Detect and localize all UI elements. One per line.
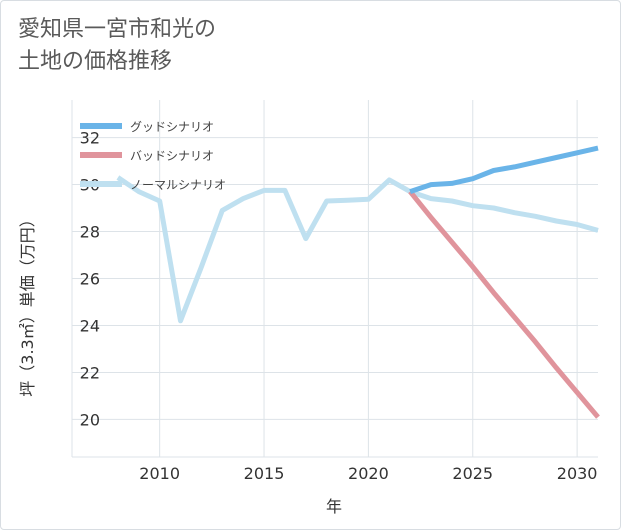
chart-title-line1: 愛知県一宮市和光の (18, 17, 217, 42)
legend-swatch (80, 123, 122, 129)
series-line (409, 145, 599, 194)
y-tick-label: 28 (80, 223, 100, 242)
y-axis-label: 坪（3.3㎡）単価（万円） (18, 211, 37, 396)
x-tick-label: 2010 (139, 464, 180, 483)
y-tick-label: 32 (80, 129, 100, 148)
x-tick-label: 2030 (557, 464, 598, 483)
x-tick-label: 2020 (348, 464, 389, 483)
y-tick-label: 26 (80, 270, 100, 289)
legend-swatch (80, 152, 122, 158)
legend-label: バッドシナリオ (130, 149, 214, 163)
series-line (408, 190, 600, 419)
grid-lines (71, 100, 598, 458)
legend-swatch (80, 181, 122, 187)
y-tick-label: 24 (80, 316, 100, 335)
y-tick-label: 20 (80, 410, 100, 429)
x-tick-labels: 2010 2015 2020 2025 2030 (139, 464, 597, 483)
legend-label: ノーマルシナリオ (130, 178, 226, 192)
chart-title: 愛知県一宮市和光の 土地の価格推移 (18, 14, 216, 78)
legend-label: グッドシナリオ (130, 120, 214, 134)
y-tick-label: 22 (80, 363, 100, 382)
x-axis-label: 年 (326, 497, 342, 516)
y-tick-labels: 20222426283032 (80, 129, 100, 430)
x-tick-label: 2025 (452, 464, 493, 483)
series-line (116, 175, 599, 324)
chart-title-line2: 土地の価格推移 (18, 49, 173, 74)
series-lines (116, 145, 600, 419)
x-tick-label: 2015 (244, 464, 285, 483)
